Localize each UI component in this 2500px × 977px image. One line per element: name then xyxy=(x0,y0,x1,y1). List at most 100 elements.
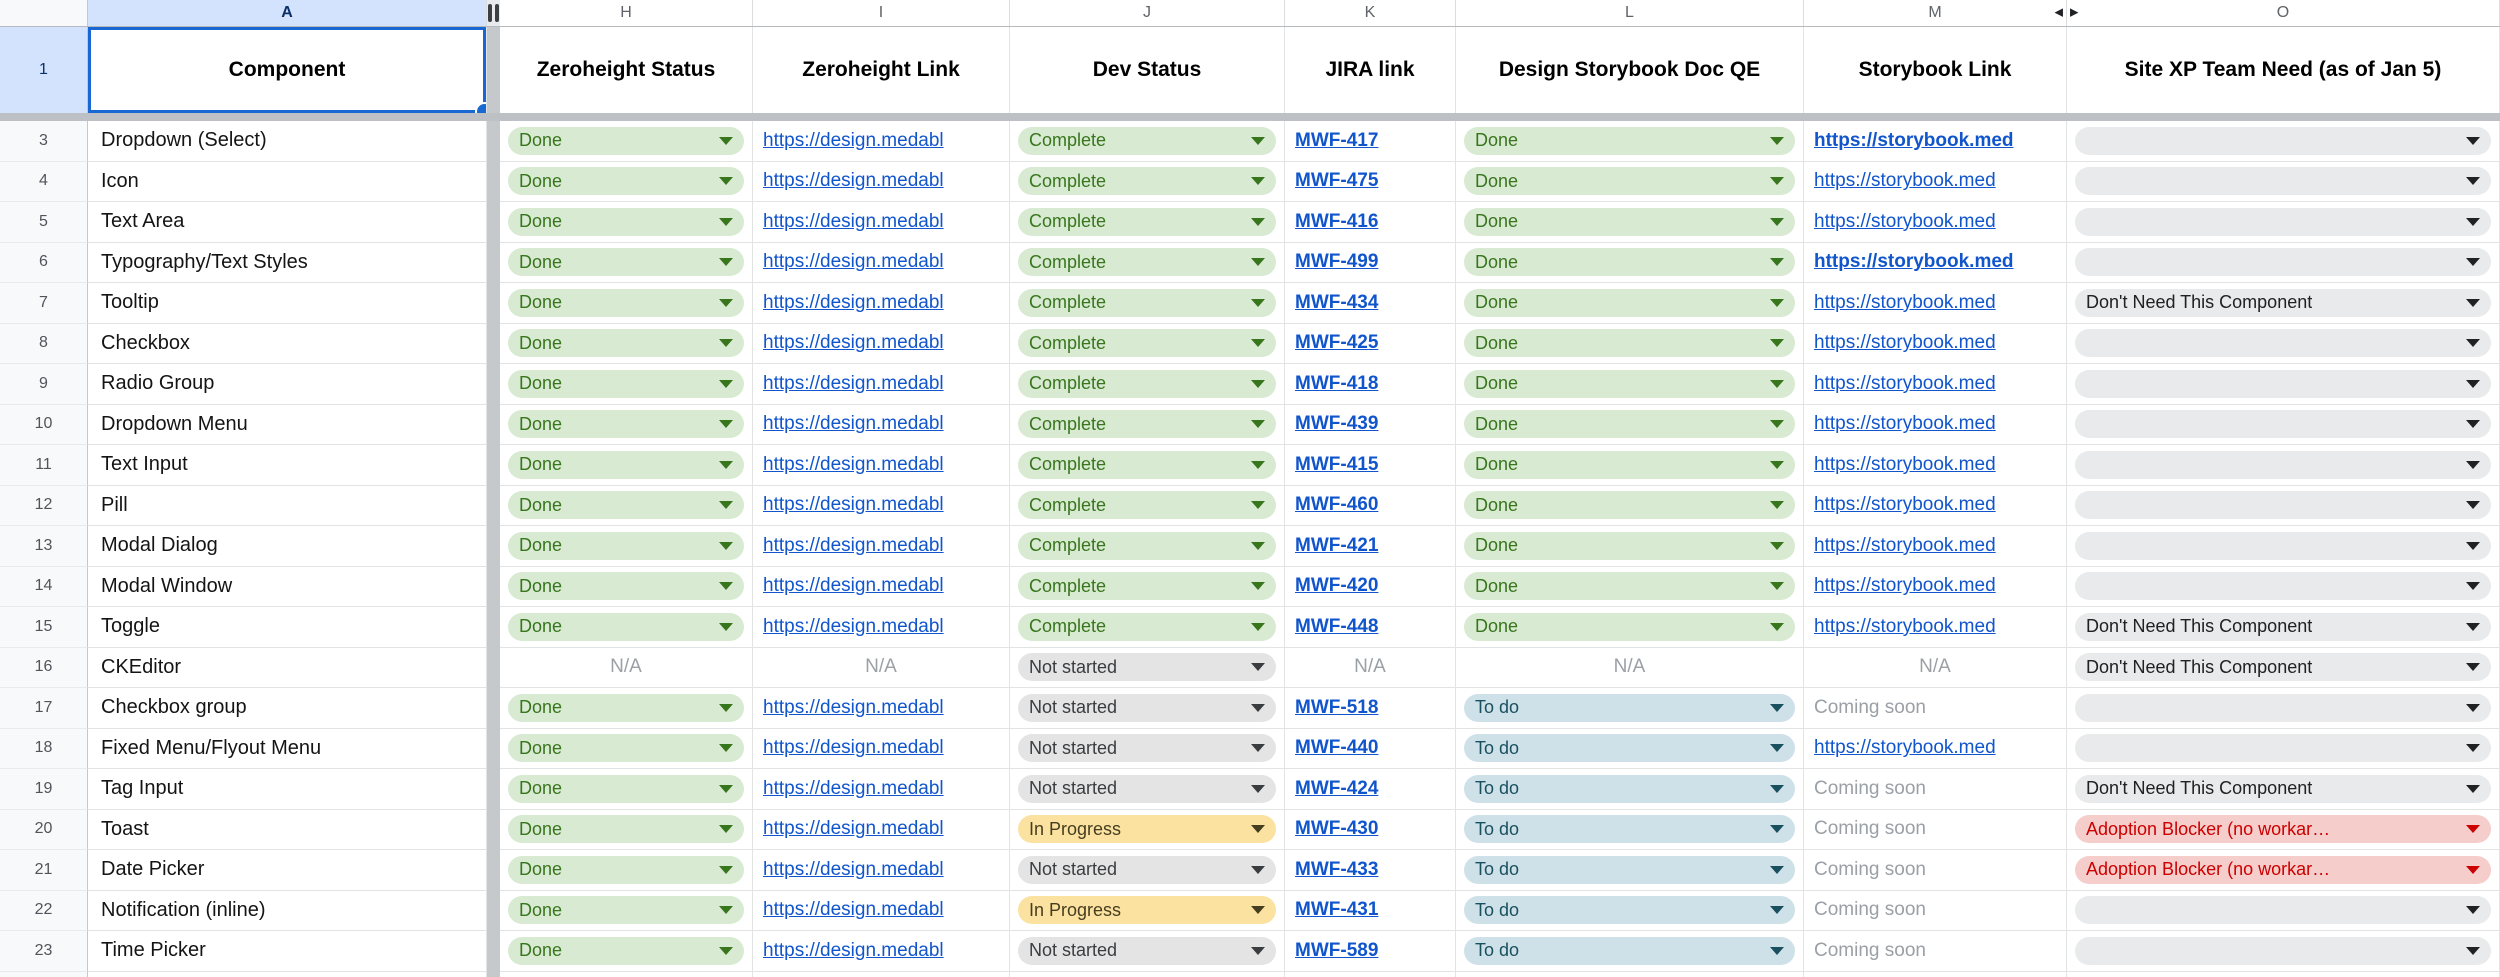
zeroheight-status-cell[interactable]: Done xyxy=(500,121,753,162)
design-qe-cell[interactable]: Done xyxy=(1456,445,1804,486)
site-xp-dropdown-chip[interactable] xyxy=(2075,491,2491,520)
zeroheight-link-link[interactable]: https://design.medabl xyxy=(763,615,944,637)
row-number[interactable]: 1 xyxy=(0,27,88,113)
jira-link-link[interactable]: MWF-418 xyxy=(1295,372,1379,394)
frozen-column-divider[interactable] xyxy=(487,27,500,113)
design-qe-cell[interactable]: Done xyxy=(1456,526,1804,567)
design-qe-dropdown-chip[interactable]: Done xyxy=(1464,450,1795,479)
design-qe-cell[interactable]: Done xyxy=(1456,323,1804,364)
jira-link-cell[interactable]: MWF-439 xyxy=(1285,404,1456,445)
dev-status-cell[interactable]: In Progress xyxy=(1010,890,1285,931)
site-xp-dropdown-chip[interactable]: Don't Need This Component xyxy=(2075,288,2491,317)
jira-link-link[interactable]: MWF-589 xyxy=(1295,939,1379,961)
site-xp-cell[interactable] xyxy=(2067,971,2500,977)
design-qe-dropdown-chip[interactable]: Done xyxy=(1464,410,1795,439)
storybook-link-cell[interactable]: Coming soon xyxy=(1804,890,2067,931)
zeroheight-link-link[interactable]: https://design.medabl xyxy=(763,575,944,597)
storybook-link-cell[interactable]: https://storybook.med xyxy=(1804,404,2067,445)
zeroheight-link-link[interactable]: https://design.medabl xyxy=(763,332,944,354)
storybook-link-cell[interactable]: https://storybook.med xyxy=(1804,121,2067,162)
zeroheight-status-dropdown-chip[interactable]: Done xyxy=(508,329,744,358)
jira-link-cell[interactable]: MWF-499 xyxy=(1285,242,1456,283)
jira-link-cell[interactable]: MWF-417 xyxy=(1285,121,1456,162)
design-qe-dropdown-chip[interactable]: Done xyxy=(1464,207,1795,236)
zeroheight-link-link[interactable]: https://design.medabl xyxy=(763,170,944,192)
zeroheight-link-cell[interactable]: https://design.medabl xyxy=(753,769,1010,810)
dev-status-dropdown-chip[interactable]: Complete xyxy=(1018,167,1276,196)
zeroheight-link-cell[interactable]: https://design.medabl xyxy=(753,607,1010,648)
row-number[interactable]: 9 xyxy=(0,364,88,405)
zeroheight-status-dropdown-chip[interactable]: Done xyxy=(508,248,744,277)
zeroheight-status-cell[interactable]: Done xyxy=(500,850,753,891)
zeroheight-status-cell[interactable]: Done xyxy=(500,161,753,202)
zeroheight-link-cell[interactable]: https://design.medabl xyxy=(753,404,1010,445)
site-xp-cell[interactable] xyxy=(2067,566,2500,607)
zeroheight-link-link[interactable]: https://design.medabl xyxy=(763,939,944,961)
storybook-link-cell[interactable]: Coming soon xyxy=(1804,688,2067,729)
component-cell[interactable]: Typography/Text Styles xyxy=(88,242,487,283)
storybook-link-cell[interactable]: https://storybook.med xyxy=(1804,728,2067,769)
storybook-link-link[interactable]: https://storybook.med xyxy=(1814,737,1996,759)
zeroheight-link-link[interactable]: https://design.medabl xyxy=(763,899,944,921)
column-letter-O[interactable]: O ▶ xyxy=(2067,0,2500,26)
jira-link-link[interactable]: MWF-460 xyxy=(1295,494,1379,516)
zeroheight-link-cell[interactable]: https://design.medabl xyxy=(753,931,1010,972)
site-xp-cell[interactable]: Adoption Blocker (no workar… xyxy=(2067,809,2500,850)
storybook-link-cell[interactable]: Coming soon xyxy=(1804,931,2067,972)
dev-status-cell[interactable]: Not started xyxy=(1010,769,1285,810)
jira-link-link[interactable]: MWF-421 xyxy=(1295,534,1379,556)
site-xp-cell[interactable]: Don't Need This Component xyxy=(2067,769,2500,810)
design-qe-dropdown-chip[interactable]: To do xyxy=(1464,734,1795,763)
component-cell[interactable]: Toast xyxy=(88,809,487,850)
jira-link-cell[interactable]: MWF-420 xyxy=(1285,566,1456,607)
zeroheight-link-cell[interactable]: https://design.medabl xyxy=(753,323,1010,364)
design-qe-cell[interactable]: Done xyxy=(1456,283,1804,324)
design-qe-cell[interactable]: To do xyxy=(1456,931,1804,972)
zeroheight-link-cell[interactable]: https://design.medabl xyxy=(753,566,1010,607)
dev-status-cell[interactable]: Complete xyxy=(1010,607,1285,648)
row-number[interactable]: 10 xyxy=(0,404,88,445)
zeroheight-status-cell[interactable]: N/A xyxy=(500,647,753,688)
site-xp-dropdown-chip[interactable] xyxy=(2075,572,2491,601)
storybook-link-link[interactable]: https://storybook.med xyxy=(1814,291,1996,313)
site-xp-dropdown-chip[interactable] xyxy=(2075,734,2491,763)
jira-link-cell[interactable] xyxy=(1285,971,1456,977)
zeroheight-link-link[interactable]: https://design.medabl xyxy=(763,696,944,718)
zeroheight-link-cell[interactable]: N/A xyxy=(753,647,1010,688)
dev-status-dropdown-chip[interactable]: Complete xyxy=(1018,572,1276,601)
row-number[interactable]: 5 xyxy=(0,202,88,243)
zeroheight-status-dropdown-chip[interactable]: Done xyxy=(508,126,744,155)
hidden-columns-indicator[interactable] xyxy=(487,0,500,26)
zeroheight-link-cell[interactable]: https://design.medabl xyxy=(753,161,1010,202)
design-qe-cell[interactable]: Done xyxy=(1456,404,1804,445)
zeroheight-status-dropdown-chip[interactable]: Done xyxy=(508,410,744,439)
row-number[interactable]: 8 xyxy=(0,323,88,364)
dev-status-cell[interactable]: Complete xyxy=(1010,202,1285,243)
dev-status-dropdown-chip[interactable]: Complete xyxy=(1018,369,1276,398)
design-qe-cell[interactable]: Done xyxy=(1456,485,1804,526)
zeroheight-status-dropdown-chip[interactable]: Done xyxy=(508,936,744,965)
row-number[interactable]: 11 xyxy=(0,445,88,486)
design-qe-cell[interactable]: To do xyxy=(1456,809,1804,850)
zeroheight-status-dropdown-chip[interactable]: Done xyxy=(508,693,744,722)
storybook-link-link[interactable]: https://storybook.med xyxy=(1814,170,1996,192)
storybook-link-cell[interactable]: Coming soon xyxy=(1804,769,2067,810)
zeroheight-status-dropdown-chip[interactable]: Done xyxy=(508,450,744,479)
component-cell[interactable]: Checkbox xyxy=(88,323,487,364)
zeroheight-link-link[interactable]: https://design.medabl xyxy=(763,534,944,556)
jira-link-link[interactable]: MWF-416 xyxy=(1295,210,1379,232)
component-cell[interactable]: Fixed Menu/Flyout Menu xyxy=(88,728,487,769)
storybook-link-cell[interactable]: https://storybook.med xyxy=(1804,364,2067,405)
header-cell-component[interactable]: Component xyxy=(88,27,487,113)
jira-link-link[interactable]: MWF-518 xyxy=(1295,696,1379,718)
storybook-link-cell[interactable]: https://storybook.med xyxy=(1804,445,2067,486)
hidden-column-arrow-left[interactable]: ◀ xyxy=(2054,6,2063,19)
jira-link-cell[interactable]: MWF-424 xyxy=(1285,769,1456,810)
dev-status-cell[interactable]: Complete xyxy=(1010,364,1285,405)
design-qe-dropdown-chip[interactable]: To do xyxy=(1464,774,1795,803)
design-qe-dropdown-chip[interactable]: To do xyxy=(1464,815,1795,844)
dev-status-cell[interactable] xyxy=(1010,971,1285,977)
jira-link-link[interactable]: MWF-434 xyxy=(1295,291,1379,313)
design-qe-dropdown-chip[interactable]: Done xyxy=(1464,531,1795,560)
row-number[interactable]: 7 xyxy=(0,283,88,324)
